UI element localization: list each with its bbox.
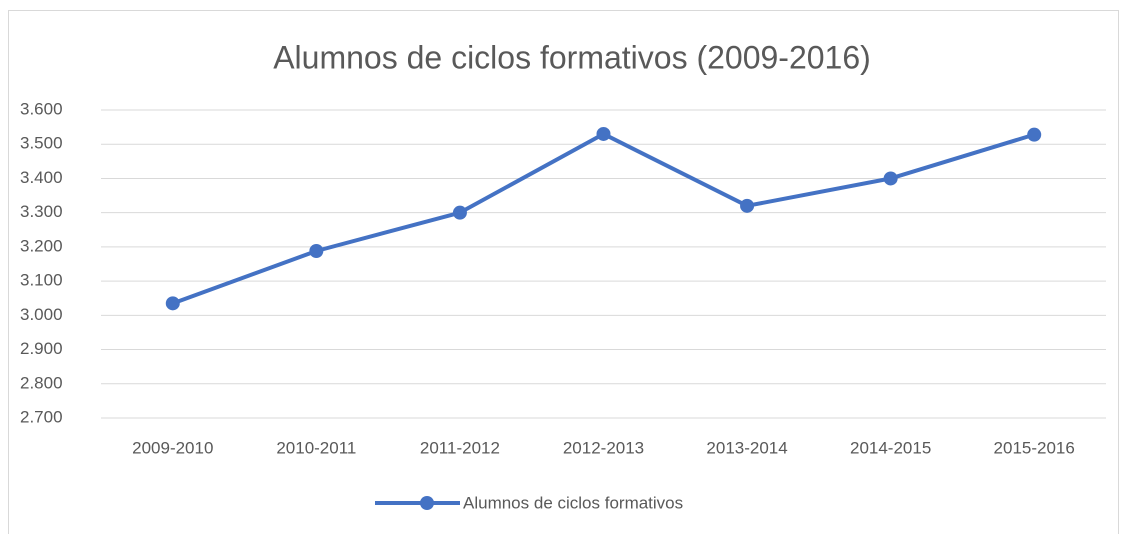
y-tick-label: 3.300 — [20, 202, 63, 221]
legend-label: Alumnos de ciclos formativos — [463, 493, 683, 512]
y-tick-label: 3.000 — [20, 305, 63, 324]
chart-frame — [8, 10, 1119, 534]
point — [165, 296, 180, 311]
x-tick-label: 2012-2013 — [563, 438, 644, 457]
point — [740, 198, 755, 213]
y-tick-label: 3.600 — [20, 99, 63, 118]
y-tick-label: 3.200 — [20, 236, 63, 255]
x-tick-label: 2009-2010 — [132, 438, 213, 457]
point — [883, 171, 898, 186]
y-tick-label: 3.500 — [20, 134, 63, 153]
point — [596, 126, 611, 141]
point — [452, 205, 467, 220]
x-tick-label: 2010-2011 — [276, 438, 356, 457]
y-tick-label: 3.400 — [20, 168, 63, 187]
x-tick-label: 2015-2016 — [994, 438, 1075, 457]
y-tick-label: 2.800 — [20, 373, 63, 392]
x-tick-label: 2013-2014 — [706, 438, 787, 457]
y-tick-label: 3.100 — [20, 271, 63, 290]
chart-title: Alumnos de ciclos formativos (2009-2016) — [273, 39, 871, 75]
legend-marker — [420, 496, 434, 510]
point — [1027, 127, 1042, 142]
y-tick-label: 2.900 — [20, 339, 63, 358]
y-tick-label: 2.700 — [20, 407, 63, 426]
point — [309, 243, 324, 258]
x-tick-label: 2014-2015 — [850, 438, 931, 457]
x-tick-label: 2011-2012 — [420, 438, 500, 457]
